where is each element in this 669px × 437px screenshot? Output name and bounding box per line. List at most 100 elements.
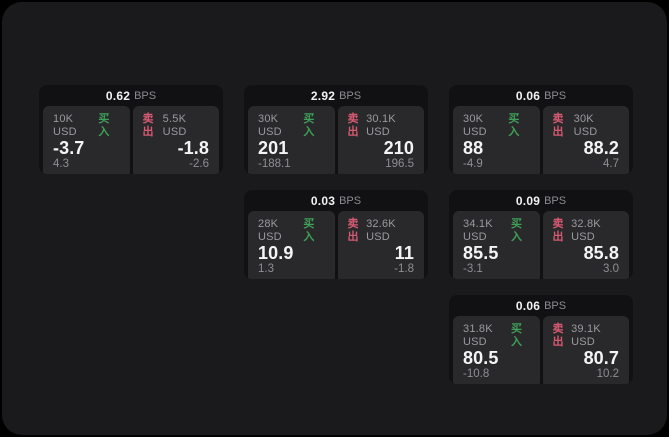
card-header: 0.06 BPS	[449, 295, 633, 316]
sell-side-label: 卖出	[552, 218, 564, 243]
buy-sub-value: 4.3	[53, 158, 69, 170]
card-body: 30K USD 买入 88 -4.9 卖出 30K USD 88.2 4.7	[449, 106, 633, 174]
sell-price: 80.7	[583, 348, 619, 368]
sell-side-label: 卖出	[552, 323, 564, 348]
buy-tile[interactable]: 30K USD 买入 88 -4.9	[453, 106, 540, 174]
quote-card-grid: 0.62 BPS 10K USD 买入 -3.7 4.3 卖出 5.5K USD	[39, 85, 633, 384]
buy-tile[interactable]: 34.1K USD 买入 85.5 -3.1	[453, 211, 540, 279]
buy-tile[interactable]: 28K USD 买入 10.9 1.3	[248, 211, 335, 279]
buy-price: 201	[258, 138, 289, 158]
quote-card: 0.06 BPS 30K USD 买入 88 -4.9 卖出 30K USD	[449, 85, 633, 174]
buy-tile-top: 31.8K USD 买入	[463, 323, 530, 349]
bps-value: 0.62	[105, 88, 131, 103]
buy-price: 80.5	[463, 348, 499, 368]
buy-sub-value: -4.9	[463, 158, 483, 170]
sell-price: 210	[383, 138, 414, 158]
sell-tile-top: 卖出 30.1K USD	[348, 113, 415, 139]
bps-value: 0.06	[515, 298, 541, 313]
sell-amount: 30.1K USD	[366, 113, 396, 138]
bps-value: 0.06	[515, 88, 541, 103]
buy-amount: 31.8K USD	[463, 323, 493, 348]
bps-unit-label: BPS	[339, 89, 362, 102]
sell-tile[interactable]: 卖出 30K USD 88.2 4.7	[542, 106, 629, 174]
buy-tile-top: 30K USD 买入	[463, 113, 530, 139]
sell-tile[interactable]: 卖出 5.5K USD -1.8 -2.6	[132, 106, 219, 174]
bps-value: 2.92	[310, 88, 336, 103]
sell-sub-value: 4.7	[603, 158, 619, 170]
sell-tile-top: 卖出 30K USD	[553, 113, 620, 139]
sell-tile[interactable]: 卖出 32.6K USD 11 -1.8	[337, 211, 424, 279]
buy-tile-top: 28K USD 买入	[258, 218, 325, 244]
sell-tile-top: 卖出 5.5K USD	[143, 113, 210, 139]
sell-sub-value: 3.0	[603, 263, 619, 275]
buy-tile-top: 30K USD 买入	[258, 113, 325, 139]
sell-amount: 30K USD	[573, 113, 598, 138]
buy-sub-value: -10.8	[463, 368, 490, 380]
bps-unit-label: BPS	[544, 299, 567, 312]
buy-side-label: 买入	[510, 323, 522, 348]
sell-tile-top: 卖出 39.1K USD	[553, 323, 620, 349]
bps-unit-label: BPS	[544, 194, 567, 207]
sell-amount: 5.5K USD	[162, 113, 187, 138]
card-header: 0.06 BPS	[449, 85, 633, 106]
sell-amount: 39.1K USD	[571, 323, 601, 348]
sell-tile[interactable]: 卖出 32.8K USD 85.8 3.0	[542, 211, 629, 279]
buy-side-label: 买入	[510, 218, 522, 243]
buy-sub-value: -188.1	[258, 158, 291, 170]
buy-amount: 30K USD	[258, 113, 282, 138]
buy-price: 10.9	[258, 243, 294, 263]
buy-amount: 34.1K USD	[463, 218, 493, 243]
quote-card: 0.62 BPS 10K USD 买入 -3.7 4.3 卖出 5.5K USD	[39, 85, 223, 174]
sell-side-label: 卖出	[142, 113, 154, 138]
card-body: 30K USD 买入 201 -188.1 卖出 30.1K USD 210 1…	[244, 106, 428, 174]
card-body: 28K USD 买入 10.9 1.3 卖出 32.6K USD 11 -1.8	[244, 211, 428, 279]
sell-tile-top: 卖出 32.6K USD	[348, 218, 415, 244]
buy-amount: 28K USD	[258, 218, 282, 243]
sell-side-label: 卖出	[347, 113, 359, 138]
card-header: 0.09 BPS	[449, 190, 633, 211]
buy-tile-top: 10K USD 买入	[53, 113, 120, 139]
sell-price: -1.8	[177, 138, 209, 158]
buy-sub-value: -3.1	[463, 263, 483, 275]
sell-price: 85.8	[583, 243, 619, 263]
buy-tile[interactable]: 31.8K USD 买入 80.5 -10.8	[453, 316, 540, 384]
buy-tile[interactable]: 30K USD 买入 201 -188.1	[248, 106, 335, 174]
bps-value: 0.09	[515, 193, 541, 208]
sell-side-label: 卖出	[552, 113, 564, 138]
bps-unit-label: BPS	[544, 89, 567, 102]
sell-price: 88.2	[583, 138, 619, 158]
buy-sub-value: 1.3	[258, 263, 274, 275]
buy-amount: 30K USD	[463, 113, 487, 138]
card-header: 0.03 BPS	[244, 190, 428, 211]
bps-unit-label: BPS	[134, 89, 157, 102]
buy-side-label: 买入	[508, 113, 520, 138]
buy-tile[interactable]: 10K USD 买入 -3.7 4.3	[43, 106, 130, 174]
quote-card: 0.03 BPS 28K USD 买入 10.9 1.3 卖出 32.6K US…	[244, 190, 428, 279]
card-header: 0.62 BPS	[39, 85, 223, 106]
buy-side-label: 买入	[303, 218, 315, 243]
buy-price: 85.5	[463, 243, 499, 263]
sell-price: 11	[394, 243, 414, 263]
sell-amount: 32.6K USD	[366, 218, 396, 243]
sell-amount: 32.8K USD	[571, 218, 601, 243]
quote-card: 0.09 BPS 34.1K USD 买入 85.5 -3.1 卖出 32.8K…	[449, 190, 633, 279]
sell-tile[interactable]: 卖出 39.1K USD 80.7 10.2	[542, 316, 629, 384]
card-body: 10K USD 买入 -3.7 4.3 卖出 5.5K USD -1.8 -2.…	[39, 106, 223, 174]
buy-tile-top: 34.1K USD 买入	[463, 218, 530, 244]
card-body: 34.1K USD 买入 85.5 -3.1 卖出 32.8K USD 85.8…	[449, 211, 633, 279]
sell-sub-value: -2.6	[189, 158, 209, 170]
card-body: 31.8K USD 买入 80.5 -10.8 卖出 39.1K USD 80.…	[449, 316, 633, 384]
card-header: 2.92 BPS	[244, 85, 428, 106]
quote-card: 2.92 BPS 30K USD 买入 201 -188.1 卖出 30.1K …	[244, 85, 428, 174]
sell-sub-value: 10.2	[596, 368, 619, 380]
sell-sub-value: 196.5	[385, 158, 414, 170]
sell-sub-value: -1.8	[394, 263, 414, 275]
sell-side-label: 卖出	[347, 218, 359, 243]
buy-price: 88	[463, 138, 484, 158]
buy-side-label: 买入	[303, 113, 315, 138]
buy-side-label: 买入	[98, 113, 110, 138]
buy-amount: 10K USD	[53, 113, 77, 138]
sell-tile[interactable]: 卖出 30.1K USD 210 196.5	[337, 106, 424, 174]
bps-unit-label: BPS	[339, 194, 362, 207]
